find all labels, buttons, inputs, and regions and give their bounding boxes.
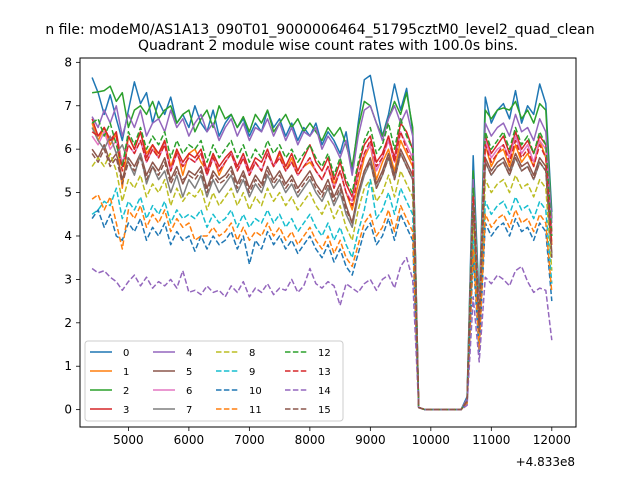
y-tick-label: 4 <box>64 229 72 243</box>
legend-label-9: 9 <box>249 367 255 378</box>
legend-frame <box>84 340 344 422</box>
y-tick-label: 2 <box>64 316 72 330</box>
legend-label-7: 7 <box>186 405 192 416</box>
series-line-11 <box>91 193 553 411</box>
legend-label-12: 12 <box>318 348 331 359</box>
legend-label-6: 6 <box>186 386 192 397</box>
legend-label-2: 2 <box>123 386 129 397</box>
legend-label-15: 15 <box>318 405 331 416</box>
x-tick-label: 9000 <box>355 433 386 447</box>
y-tick-label: 8 <box>64 55 72 69</box>
x-tick-label: 11000 <box>472 433 510 447</box>
plot-frame <box>79 57 577 428</box>
legend-label-5: 5 <box>186 367 192 378</box>
series-line-14 <box>91 256 553 411</box>
x-tick-label: 5000 <box>113 433 144 447</box>
legend-label-1: 1 <box>123 367 129 378</box>
legend-label-13: 13 <box>318 367 331 378</box>
series-lines <box>91 74 553 411</box>
y-tick-label: 7 <box>64 99 72 113</box>
figure-suptitle: n file: modeM0/AS1A13_090T01_9000006464_… <box>45 22 594 38</box>
legend-label-14: 14 <box>318 386 331 397</box>
x-tick-label: 8000 <box>295 433 326 447</box>
y-axis: 0 1 2 3 4 5 6 7 8 <box>64 55 80 417</box>
y-tick-label: 1 <box>64 359 72 373</box>
legend-label-4: 4 <box>186 348 192 359</box>
x-tick-label: 7000 <box>234 433 265 447</box>
y-tick-label: 3 <box>64 272 72 286</box>
legend-label-11: 11 <box>249 405 262 416</box>
legend-label-8: 8 <box>249 348 255 359</box>
legend-label-10: 10 <box>249 386 262 397</box>
x-offset-label: +4.833e8 <box>516 455 575 469</box>
series-line-15 <box>91 148 553 411</box>
x-tick-label: 6000 <box>174 433 205 447</box>
legend-label-0: 0 <box>123 348 129 359</box>
y-tick-label: 5 <box>64 186 72 200</box>
series-line-13 <box>91 126 553 411</box>
chart-title: Quadrant 2 module wise count rates with … <box>138 38 518 54</box>
x-tick-label: 10000 <box>412 433 450 447</box>
legend-label-3: 3 <box>123 405 129 416</box>
x-tick-label: 12000 <box>533 433 571 447</box>
series-line-10 <box>91 209 553 411</box>
y-tick-label: 6 <box>64 142 72 156</box>
x-axis: 5000 6000 7000 8000 9000 10000 11000 12000 <box>113 427 571 447</box>
y-tick-label: 0 <box>64 403 72 417</box>
